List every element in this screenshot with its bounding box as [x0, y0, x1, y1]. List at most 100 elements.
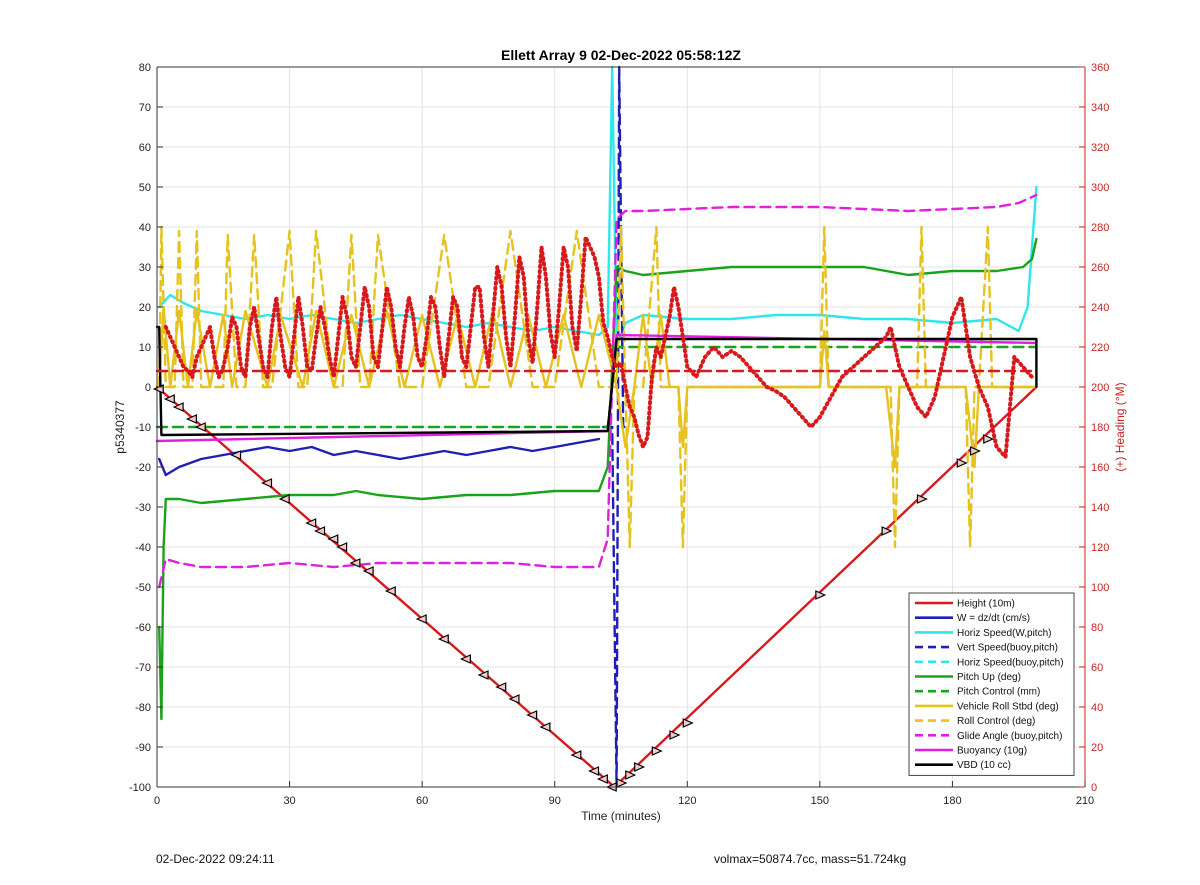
x-tick-label: 120: [678, 795, 696, 807]
legend-label: Pitch Up (deg): [957, 672, 1021, 683]
right-y-tick-label: 180: [1091, 422, 1109, 434]
x-axis-label: Time (minutes): [581, 809, 661, 823]
y-tick-label: 20: [139, 302, 151, 314]
data-point-marker: [437, 634, 449, 644]
data-point-marker: [384, 586, 396, 596]
chart-title: Ellett Array 9 02-Dec-2022 05:58:12Z: [501, 47, 741, 63]
data-point-marker: [477, 670, 489, 680]
y-tick-label: 70: [139, 102, 151, 114]
data-point-marker: [305, 518, 317, 528]
data-point-marker: [539, 722, 551, 732]
legend-label: Horiz Speed(buoy,pitch): [957, 657, 1064, 668]
data-point-marker: [163, 394, 175, 404]
y-tick-label: -100: [129, 782, 151, 794]
data-point-marker: [596, 774, 608, 784]
series-line: [158, 225, 1038, 549]
y-tick-label: 40: [139, 222, 151, 234]
data-point-marker: [327, 534, 339, 544]
legend-box: [908, 592, 1075, 776]
right-y-tick-label: 240: [1091, 302, 1109, 314]
legend-label: Vert Speed(buoy,pitch): [957, 643, 1058, 654]
right-y-tick-label: 280: [1091, 222, 1109, 234]
y-tick-label: -30: [135, 502, 151, 514]
legend-label: Pitch Control (mm): [957, 687, 1040, 698]
right-y-axis-label: (+) Heading (°M): [1113, 382, 1127, 471]
data-point-marker: [230, 450, 242, 460]
x-tick-label: 150: [811, 795, 829, 807]
x-tick-label: 90: [549, 795, 561, 807]
y-axis-label: p5340377: [113, 400, 127, 454]
y-tick-label: -40: [135, 542, 151, 554]
data-point-marker: [682, 718, 694, 728]
right-y-tick-label: 100: [1091, 582, 1109, 594]
right-y-tick-label: 320: [1091, 142, 1109, 154]
x-tick-label: 210: [1076, 795, 1094, 807]
legend-label: VBD (10 cc): [957, 760, 1011, 771]
y-tick-label: 50: [139, 182, 151, 194]
axes: 0 30 60 90 120 150 180 210-100-90-80-70-60-50-4…: [129, 62, 1109, 807]
data-point-marker: [969, 446, 982, 456]
data-point-marker: [634, 762, 646, 772]
legend: Height (10m) W = dz/dt (cm/s) Horiz Speed(…: [908, 592, 1075, 776]
series-line: [158, 237, 1038, 721]
data-point-marker: [508, 694, 520, 704]
y-tick-label: -90: [135, 742, 151, 754]
right-y-tick-label: 220: [1091, 342, 1109, 354]
y-tick-label: 80: [139, 62, 151, 74]
data-point-marker: [815, 590, 827, 600]
legend-label: Height (10m): [957, 599, 1015, 610]
right-y-tick-label: 360: [1091, 62, 1109, 74]
data-point-marker: [260, 478, 273, 488]
right-y-tick-label: 260: [1091, 262, 1109, 274]
right-y-tick-label: 40: [1091, 702, 1103, 714]
legend-label: Buoyancy (10g): [957, 746, 1027, 757]
data-point-marker: [314, 526, 326, 536]
y-tick-label: -20: [135, 462, 151, 474]
data-point-marker: [916, 494, 928, 504]
data-point-marker: [459, 654, 471, 664]
data-point-marker: [349, 558, 361, 568]
data-point-marker: [669, 730, 681, 740]
y-tick-label: 60: [139, 142, 151, 154]
data-point-marker: [983, 434, 995, 444]
data-point-marker: [526, 710, 538, 720]
data-point-marker: [172, 402, 184, 412]
data-point-marker: [570, 750, 582, 760]
data-point-marker: [651, 746, 663, 756]
data-point-marker: [616, 778, 628, 788]
footer-timestamp: 02-Dec-2022 09:24:11: [156, 852, 275, 866]
right-y-tick-label: 20: [1091, 742, 1103, 754]
right-y-tick-label: 60: [1091, 662, 1103, 674]
series-line: [158, 65, 1038, 349]
series-line: [158, 437, 601, 477]
footer-volmax-mass: volmax=50874.7cc, mass=51.724kg: [714, 852, 907, 866]
data-point-marker: [336, 542, 348, 552]
data-point-marker: [185, 414, 197, 424]
right-y-tick-label: 200: [1091, 382, 1109, 394]
y-tick-label: 30: [139, 262, 151, 274]
data-point-marker: [881, 526, 893, 536]
series-line: [155, 325, 1038, 437]
series-line: [163, 235, 1034, 459]
y-tick-label: 10: [139, 342, 151, 354]
legend-label: W = dz/dt (cm/s): [957, 613, 1030, 624]
y-tick-label: -80: [135, 702, 151, 714]
y-tick-label: -10: [135, 422, 151, 434]
right-y-tick-label: 0: [1091, 782, 1097, 794]
series-line: [158, 193, 1038, 589]
legend-label: Horiz Speed(W,pitch): [957, 628, 1051, 639]
data-point-marker: [415, 614, 427, 624]
data-point-marker: [495, 682, 507, 692]
legend-label: Vehicle Roll Stbd (deg): [957, 701, 1059, 712]
x-tick-label: 30: [283, 795, 295, 807]
legend-label: Roll Control (deg): [957, 716, 1035, 727]
right-y-tick-label: 160: [1091, 462, 1109, 474]
legend-label: Glide Angle (buoy,pitch): [957, 731, 1062, 742]
right-y-tick-label: 300: [1091, 182, 1109, 194]
right-y-tick-label: 120: [1091, 542, 1109, 554]
y-tick-label: 0: [145, 382, 151, 394]
data-point-marker: [588, 766, 600, 776]
y-tick-label: -50: [135, 582, 151, 594]
x-tick-label: 180: [943, 795, 961, 807]
